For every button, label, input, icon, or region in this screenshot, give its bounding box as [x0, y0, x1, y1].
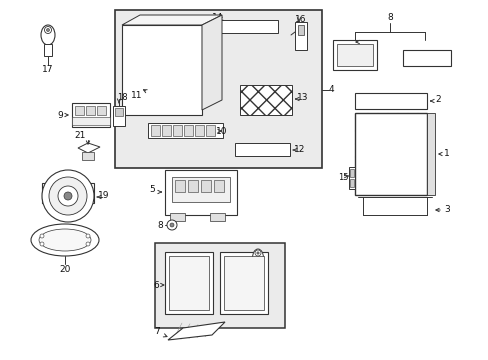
Text: 20: 20 [59, 265, 71, 274]
Polygon shape [122, 15, 222, 25]
Circle shape [40, 234, 44, 238]
Circle shape [256, 252, 259, 254]
Bar [151, 125, 160, 136]
Text: 1: 1 [443, 149, 449, 158]
Circle shape [58, 186, 78, 206]
Bar [75, 106, 84, 115]
Circle shape [44, 27, 51, 33]
Bar [349, 169, 353, 177]
Ellipse shape [39, 229, 91, 251]
Circle shape [86, 234, 90, 238]
Bar [205, 125, 215, 136]
Bar [155, 243, 285, 328]
Ellipse shape [252, 249, 263, 267]
Text: 15: 15 [337, 174, 347, 183]
Bar [72, 117, 110, 125]
Bar [354, 93, 426, 109]
Text: 3: 3 [443, 206, 449, 215]
Text: 5: 5 [149, 185, 155, 194]
Bar [170, 213, 184, 221]
Circle shape [46, 28, 49, 31]
Circle shape [254, 250, 261, 256]
Bar [164, 252, 213, 314]
Text: 19: 19 [98, 192, 109, 201]
Text: 16: 16 [295, 14, 306, 23]
Text: 21: 21 [74, 131, 85, 140]
Bar [72, 103, 110, 127]
Bar [173, 125, 182, 136]
Circle shape [40, 242, 44, 246]
Bar [224, 256, 264, 310]
Bar [349, 179, 353, 187]
Text: 12: 12 [294, 145, 305, 154]
Text: 4: 4 [327, 85, 333, 94]
Polygon shape [202, 15, 222, 110]
Bar [42, 183, 94, 203]
Text: 8: 8 [157, 220, 163, 230]
Bar [336, 44, 372, 66]
Bar [44, 44, 52, 56]
Text: 10: 10 [216, 126, 227, 135]
Bar [175, 180, 184, 192]
Bar [187, 180, 198, 192]
Polygon shape [78, 143, 100, 153]
Bar [97, 106, 106, 115]
Text: 9: 9 [57, 111, 63, 120]
Ellipse shape [41, 25, 55, 45]
Text: 2: 2 [434, 95, 440, 104]
Circle shape [42, 170, 94, 222]
Bar [201, 180, 210, 192]
Ellipse shape [31, 224, 99, 256]
Bar [253, 265, 262, 277]
Bar [294, 22, 306, 50]
Bar [297, 25, 304, 35]
Bar [122, 25, 202, 115]
Bar [115, 108, 123, 116]
Polygon shape [168, 322, 224, 340]
Bar [148, 123, 223, 138]
Bar [195, 125, 203, 136]
Bar [162, 125, 171, 136]
Circle shape [49, 177, 87, 215]
Bar [332, 40, 376, 70]
Bar [164, 170, 237, 215]
Bar [402, 50, 450, 66]
Bar [209, 213, 224, 221]
Circle shape [86, 242, 90, 246]
Text: 8: 8 [255, 288, 260, 297]
Bar [214, 180, 224, 192]
Bar [172, 177, 229, 202]
Bar [220, 252, 267, 314]
Bar [113, 106, 125, 126]
Bar [183, 125, 193, 136]
Circle shape [64, 192, 72, 200]
Bar [169, 256, 208, 310]
Bar [354, 113, 426, 195]
Bar [86, 106, 95, 115]
Bar [426, 113, 434, 195]
Text: 17: 17 [42, 66, 54, 75]
Bar [348, 167, 354, 189]
Circle shape [170, 223, 174, 227]
Bar [235, 143, 289, 156]
Bar [240, 85, 291, 115]
Text: 13: 13 [297, 93, 308, 102]
Bar [115, 10, 321, 168]
Text: 7: 7 [154, 328, 160, 337]
Circle shape [167, 220, 177, 230]
Text: 6: 6 [153, 280, 159, 289]
Text: 14: 14 [212, 13, 223, 22]
Bar [82, 152, 94, 160]
Text: 8: 8 [386, 13, 392, 22]
Bar [207, 20, 278, 33]
Text: 18: 18 [117, 93, 127, 102]
Text: 11: 11 [131, 90, 142, 99]
